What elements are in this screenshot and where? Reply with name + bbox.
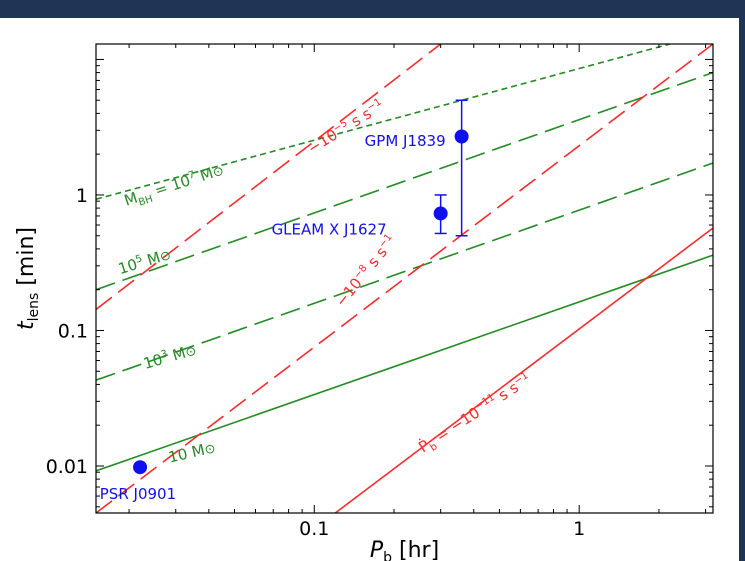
annotation-part: 3	[160, 349, 169, 361]
annotation-part: ⊙	[203, 441, 217, 458]
annotation-m1e3: 103 M⊙	[141, 341, 198, 373]
tick-marks	[96, 44, 713, 513]
x-tick-label: 1	[573, 518, 585, 540]
annotation-m1e7: MBH = 107 M⊙	[122, 161, 227, 213]
annotation-part: M	[122, 189, 140, 210]
x-axis-label-subscript: b	[383, 550, 392, 561]
x-axis-label: Pb [hr]	[370, 538, 439, 561]
y-axis-label-symbol: t	[14, 320, 39, 330]
annotation-part: 7	[187, 169, 196, 181]
annotation-pd11: Ṗb = −10−11 s s−1	[415, 369, 536, 458]
annotation-part: M	[166, 344, 188, 366]
data-point	[433, 206, 448, 221]
y-tick-label: 0.01	[46, 456, 88, 478]
annotation-part: = 10	[148, 171, 193, 201]
data-point-label: PSR J0901	[100, 485, 176, 503]
annotation-part: b	[428, 441, 439, 454]
data-point-label: GPM J1839	[365, 132, 446, 150]
y-axis-label: tlens [min]	[14, 227, 42, 330]
annotation-m10: 10 M⊙	[167, 438, 218, 466]
data-point	[133, 460, 148, 475]
y-tick-label: 0.1	[58, 320, 88, 342]
series-line-mass-3	[96, 44, 671, 201]
y-axis-label-unit: [min]	[14, 227, 39, 293]
y-axis-label-subscript: lens	[26, 293, 42, 322]
annotation-part: 5	[134, 253, 143, 265]
annotation-part: = −10	[428, 403, 483, 447]
series-line-pdot-5	[96, 44, 713, 513]
data-point-group: GLEAM X J1627	[272, 194, 448, 239]
data-point	[454, 129, 469, 144]
annotation-pd8: −10−8 s s−1	[332, 232, 400, 310]
series-line-mass-0	[96, 254, 713, 472]
series-line-pdot-6	[96, 44, 442, 311]
series-line-pdot-4	[334, 227, 713, 513]
annotation-part: 10	[141, 350, 164, 373]
plot-area	[96, 44, 713, 513]
data-point-group: GPM J1839	[365, 99, 469, 237]
x-axis-label-unit: [hr]	[392, 538, 439, 561]
annotation-m1e5: 105 M⊙	[116, 245, 173, 278]
y-tick-label: 1	[76, 185, 88, 207]
annotation-part: BH	[137, 194, 154, 209]
x-axis-label-symbol: P	[370, 538, 384, 561]
annotation-part: ⊙	[158, 248, 173, 266]
x-tick-label: 0.1	[299, 518, 329, 540]
annotation-part: M	[193, 164, 215, 187]
annotation-part: M	[140, 248, 162, 270]
plot-frame	[95, 43, 714, 514]
annotation-part: M	[185, 441, 206, 463]
annotation-part: ⊙	[184, 344, 199, 361]
series-line-mass-1	[96, 162, 713, 381]
data-point-label: GLEAM X J1627	[272, 221, 387, 239]
series-line-mass-2	[96, 71, 713, 291]
data-point-group: PSR J0901	[100, 460, 176, 503]
annotation-part: ⊙	[211, 163, 226, 181]
annotation-part: 10	[116, 255, 140, 278]
annotation-part: 10	[167, 445, 190, 467]
